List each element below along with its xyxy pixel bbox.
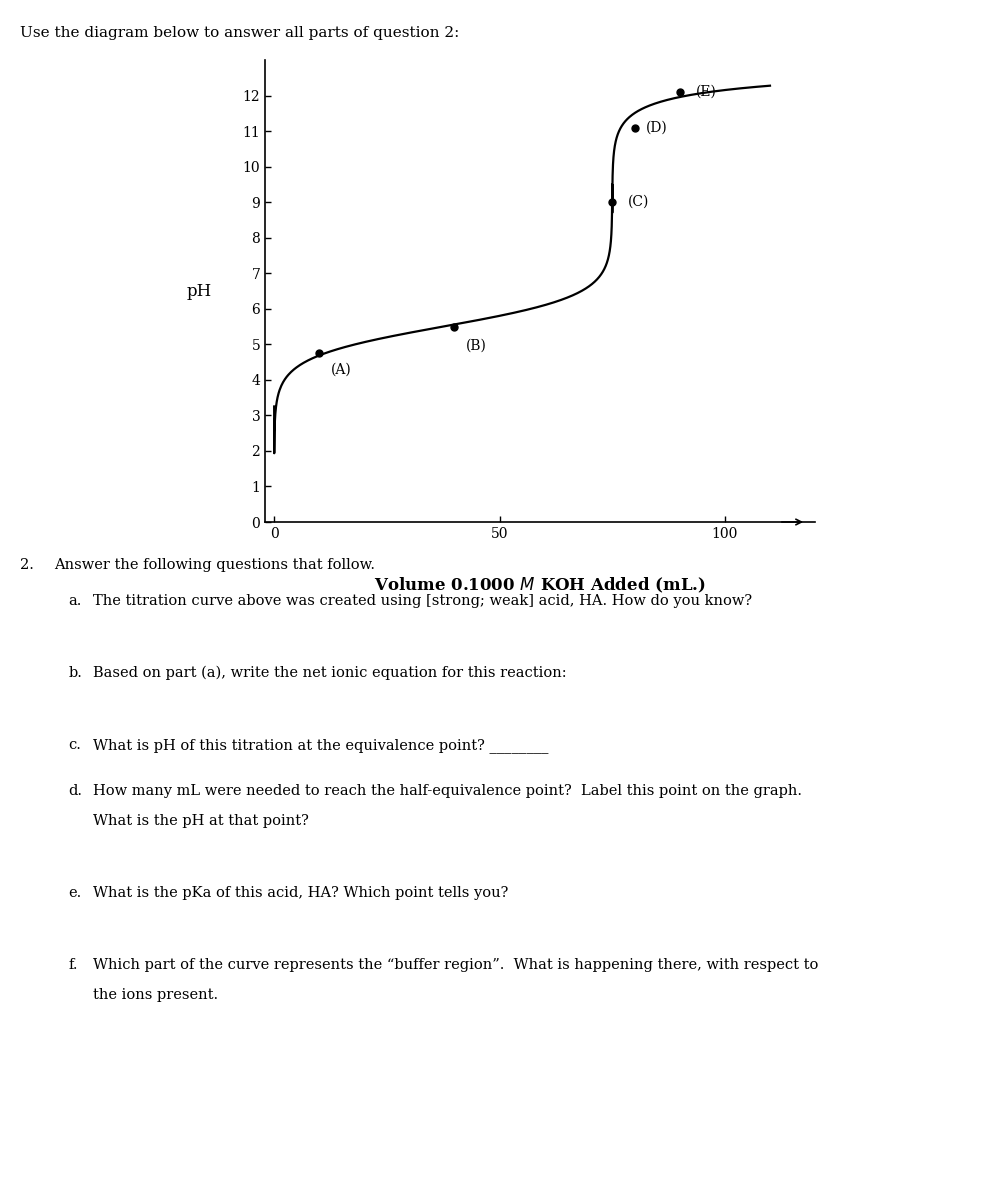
Text: pH: pH (187, 282, 212, 300)
Text: the ions present.: the ions present. (93, 988, 218, 1002)
Text: (B): (B) (465, 340, 487, 353)
Text: (E): (E) (695, 85, 717, 98)
Text: d.: d. (69, 784, 82, 798)
Text: 2.: 2. (20, 558, 33, 572)
Text: What is pH of this titration at the equivalence point? ________: What is pH of this titration at the equi… (93, 738, 549, 752)
Text: (D): (D) (646, 120, 668, 134)
Text: c.: c. (69, 738, 82, 752)
Text: (C): (C) (628, 196, 649, 209)
Text: How many mL were needed to reach the half-equivalence point?  Label this point o: How many mL were needed to reach the hal… (93, 784, 802, 798)
Text: (A): (A) (331, 362, 352, 376)
Text: b.: b. (69, 666, 82, 680)
Text: Based on part (a), write the net ionic equation for this reaction:: Based on part (a), write the net ionic e… (93, 666, 567, 680)
Text: Which part of the curve represents the “buffer region”.  What is happening there: Which part of the curve represents the “… (93, 958, 819, 972)
Text: f.: f. (69, 958, 79, 972)
Text: Volume 0.1000 $\mathit{M}$ KOH Added (mL.): Volume 0.1000 $\mathit{M}$ KOH Added (mL… (374, 576, 706, 595)
Text: What is the pH at that point?: What is the pH at that point? (93, 814, 309, 828)
Text: What is the pKa of this acid, HA? Which point tells you?: What is the pKa of this acid, HA? Which … (93, 886, 509, 900)
Text: Answer the following questions that follow.: Answer the following questions that foll… (54, 558, 375, 572)
Text: The titration curve above was created using [strong; weak] acid, HA. How do you : The titration curve above was created us… (93, 594, 752, 608)
Text: e.: e. (69, 886, 82, 900)
Text: Use the diagram below to answer all parts of question 2:: Use the diagram below to answer all part… (20, 26, 459, 41)
Text: a.: a. (69, 594, 82, 608)
